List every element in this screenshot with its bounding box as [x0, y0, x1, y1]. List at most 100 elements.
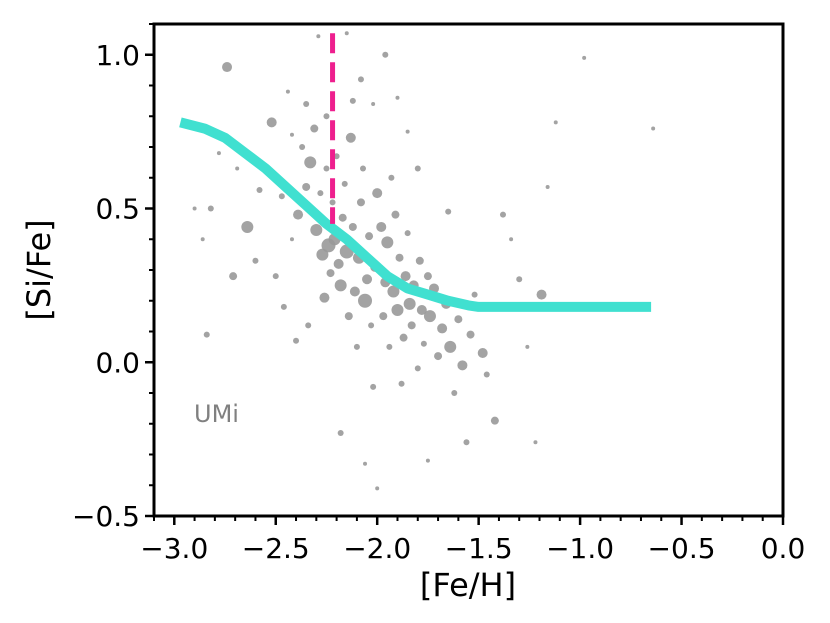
- data-point: [391, 210, 400, 219]
- data-point: [345, 132, 356, 143]
- data-point: [285, 89, 290, 94]
- data-point: [278, 193, 285, 200]
- x-tick-label: −2.5: [242, 532, 310, 565]
- x-tick-label: 0.0: [761, 532, 806, 565]
- data-point: [252, 257, 259, 264]
- y-tick-label: 1.0: [95, 39, 140, 72]
- data-point: [229, 272, 238, 281]
- data-point: [207, 205, 214, 212]
- data-point: [403, 297, 416, 310]
- data-point: [525, 344, 530, 349]
- data-point: [365, 232, 374, 241]
- data-point: [348, 222, 357, 231]
- data-point: [425, 458, 430, 463]
- data-point: [363, 461, 368, 466]
- data-point: [420, 340, 427, 347]
- data-point: [266, 117, 277, 128]
- x-axis-title: [Fe/H]: [420, 566, 516, 604]
- data-point: [444, 340, 457, 353]
- data-point: [395, 253, 404, 262]
- data-point: [445, 208, 452, 215]
- data-point: [280, 303, 287, 310]
- y-tick-label: −0.5: [72, 500, 140, 533]
- data-point: [362, 274, 373, 285]
- data-point: [293, 209, 304, 220]
- data-point: [344, 31, 349, 36]
- data-point: [359, 165, 366, 172]
- data-point: [372, 188, 383, 199]
- data-point: [414, 165, 421, 172]
- data-point: [490, 416, 499, 425]
- x-axis-ticks: −3.0 −2.5 −2.0 −1.5 −1.0 −0.5 0.0: [140, 516, 805, 565]
- data-point: [305, 322, 312, 329]
- x-tick-label: −3.0: [140, 532, 208, 565]
- data-point: [533, 440, 538, 445]
- data-point: [398, 380, 405, 387]
- data-point: [299, 144, 306, 150]
- data-point: [386, 343, 393, 350]
- data-point: [375, 486, 380, 491]
- data-point: [323, 165, 330, 172]
- data-point: [379, 312, 388, 321]
- y-tick-label: 0.5: [95, 193, 140, 226]
- data-point: [404, 230, 411, 237]
- data-point: [454, 315, 463, 324]
- data-point: [326, 269, 335, 278]
- data-point: [337, 429, 344, 436]
- model-curve-group: [179, 117, 652, 312]
- data-point: [341, 180, 348, 187]
- data-point: [399, 333, 408, 342]
- data-point: [344, 312, 353, 321]
- data-point: [200, 237, 205, 242]
- data-point: [545, 184, 550, 189]
- x-tick-label: −0.5: [648, 532, 716, 565]
- data-point: [323, 113, 330, 120]
- dataset-annotation: UMi: [194, 400, 239, 428]
- data-point: [222, 62, 233, 73]
- data-point: [405, 129, 410, 134]
- data-point: [272, 273, 279, 280]
- data-point: [376, 221, 387, 232]
- data-point: [302, 182, 311, 191]
- data-point: [329, 199, 336, 206]
- data-point: [451, 390, 458, 396]
- data-point: [353, 343, 360, 350]
- data-point: [317, 190, 324, 197]
- data-point: [387, 285, 400, 298]
- data-point: [651, 126, 656, 131]
- x-tick-label: −1.0: [546, 532, 614, 565]
- data-point: [516, 276, 523, 283]
- data-point: [457, 360, 468, 371]
- data-point: [371, 101, 376, 106]
- data-point: [582, 55, 587, 60]
- data-point: [483, 371, 490, 378]
- data-point: [434, 352, 443, 361]
- data-point: [356, 198, 365, 207]
- data-point: [203, 331, 210, 338]
- data-point: [370, 383, 377, 390]
- data-point: [381, 236, 394, 249]
- data-point: [241, 220, 254, 233]
- data-point: [310, 124, 319, 133]
- data-point: [289, 132, 294, 137]
- data-point: [466, 330, 475, 339]
- data-point: [553, 120, 558, 125]
- data-point: [192, 206, 197, 211]
- data-point: [395, 95, 400, 100]
- data-point: [349, 97, 356, 104]
- data-point: [463, 439, 470, 446]
- y-axis-ticks: −0.5 0.0 0.5 1.0: [72, 23, 154, 533]
- data-point: [338, 213, 347, 222]
- data-point: [303, 100, 310, 107]
- data-point: [477, 348, 488, 359]
- data-point: [216, 151, 221, 156]
- data-point: [415, 256, 424, 265]
- data-point: [316, 34, 321, 39]
- data-point: [391, 303, 404, 316]
- data-point: [407, 321, 416, 330]
- data-point: [400, 271, 411, 282]
- data-point: [382, 51, 389, 58]
- data-point: [509, 237, 514, 242]
- x-tick-label: −2.0: [343, 532, 411, 565]
